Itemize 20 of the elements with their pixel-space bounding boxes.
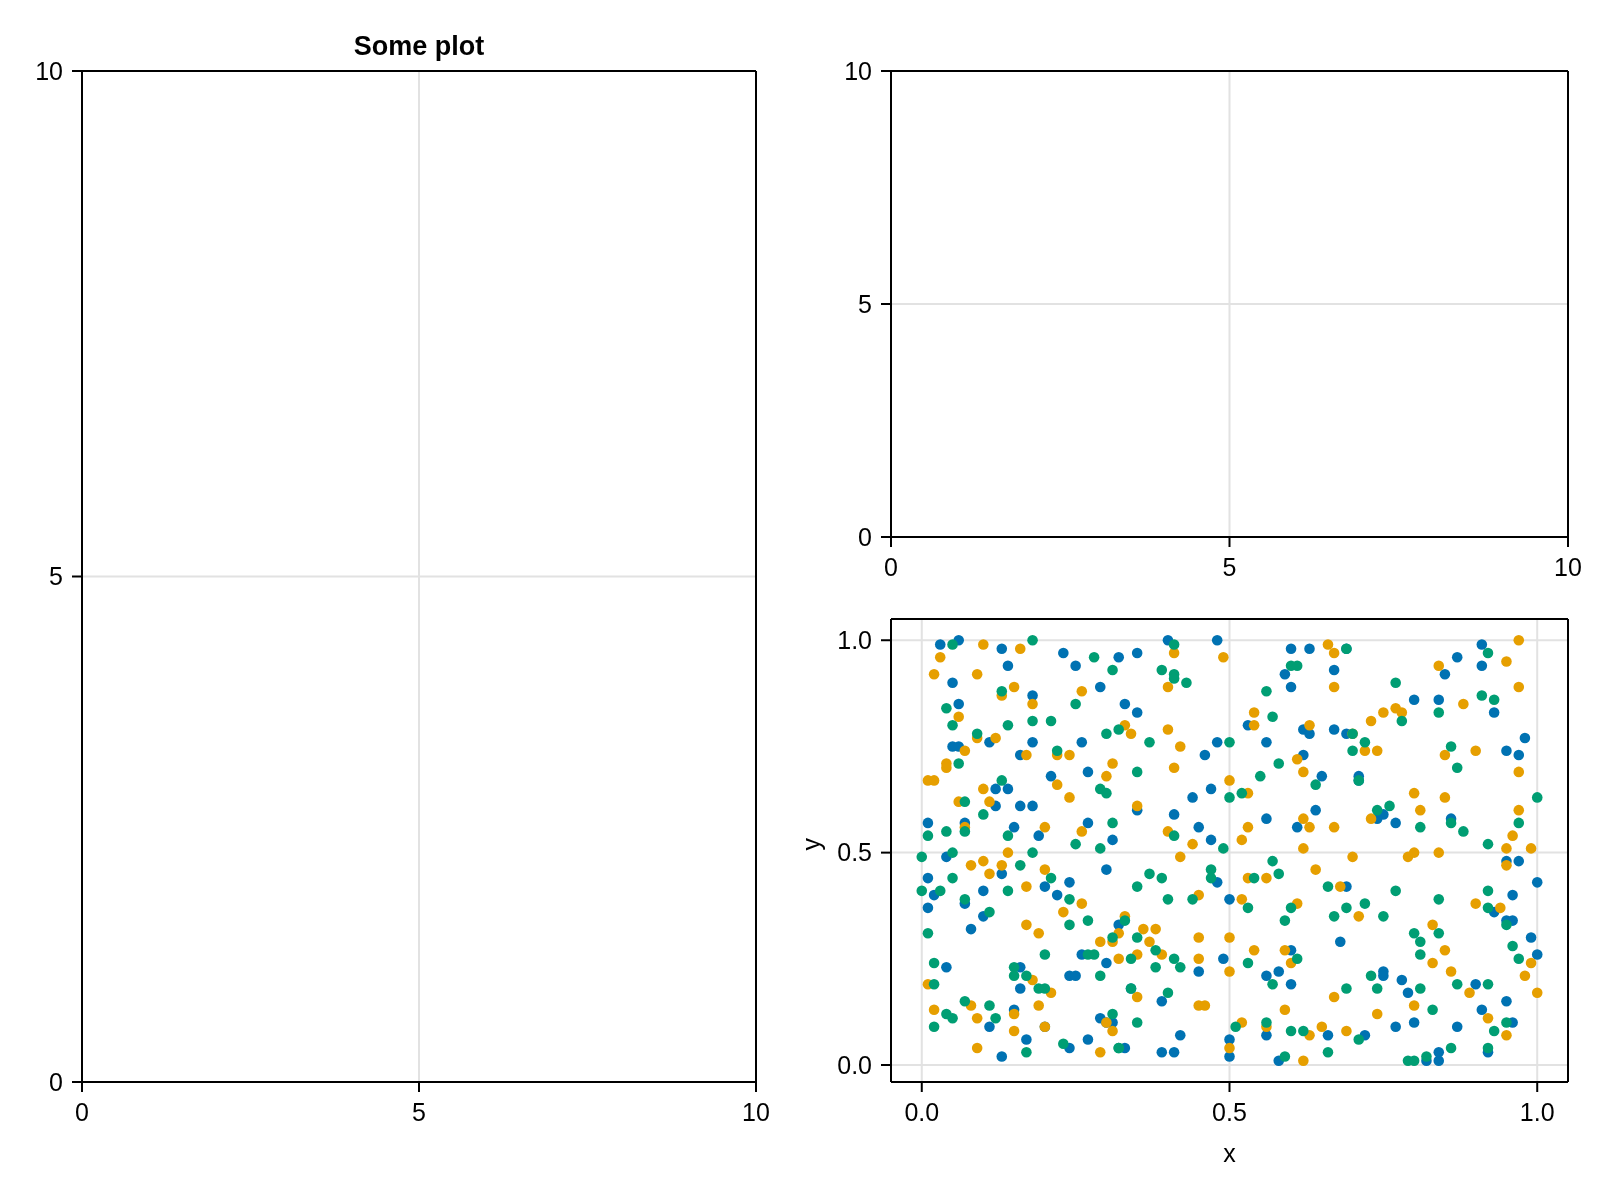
x-tick-label: 1.0 bbox=[1519, 1097, 1555, 1126]
x-tick-label: 0 bbox=[884, 552, 898, 581]
x-tick-label: 0 bbox=[75, 1097, 89, 1126]
x-tick-label: 10 bbox=[1554, 552, 1582, 581]
y-axis-title: y bbox=[796, 837, 825, 851]
x-tick-label: 0.5 bbox=[1212, 1097, 1247, 1126]
x-tick-label: 0.0 bbox=[904, 1097, 940, 1126]
y-tick-label: 5 bbox=[858, 289, 872, 318]
y-tick-label: 10 bbox=[35, 56, 63, 85]
x-tick-label: 5 bbox=[412, 1097, 426, 1126]
chart-title: Some plot bbox=[352, 30, 486, 62]
y-tick-label: 0.0 bbox=[837, 1050, 872, 1079]
x-tick-label: 5 bbox=[1222, 552, 1237, 581]
y-tick-label: 1.0 bbox=[837, 626, 872, 655]
y-tick-label: 10 bbox=[844, 56, 872, 85]
x-tick-label: 10 bbox=[742, 1097, 770, 1126]
y-tick-label: 0 bbox=[49, 1067, 63, 1096]
y-tick-label: 0 bbox=[858, 522, 872, 551]
x-axis-title: x bbox=[1223, 1139, 1237, 1167]
y-tick-label: 0.5 bbox=[837, 838, 872, 867]
